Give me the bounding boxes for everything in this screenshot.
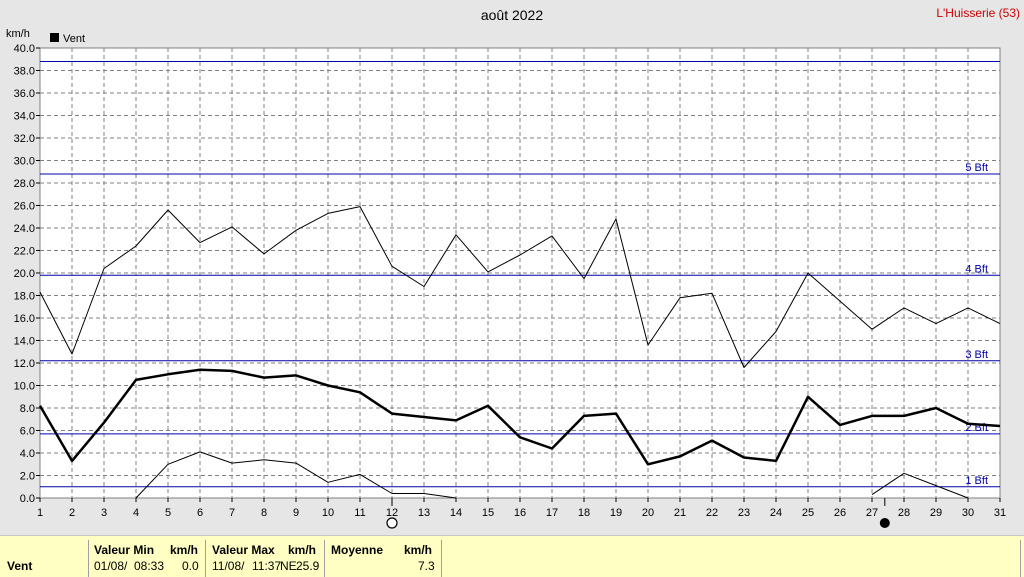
- min-unit: km/h: [170, 543, 199, 557]
- x-tick-label: 14: [450, 507, 462, 519]
- footer-separator: [1020, 540, 1021, 577]
- beaufort-label: 4 Bft: [965, 263, 988, 275]
- x-tick-label: 23: [738, 507, 750, 519]
- full-moon-icon: [386, 517, 398, 529]
- x-tick-label: 29: [930, 507, 942, 519]
- max-date: 11/08/: [212, 559, 245, 573]
- x-tick-label: 6: [197, 507, 203, 519]
- x-tick-label: 19: [610, 507, 622, 519]
- footer-separator: [88, 540, 89, 577]
- footer-separator: [205, 540, 206, 577]
- chart-title: août 2022: [481, 7, 543, 23]
- y-tick-label: 14.0: [14, 336, 35, 348]
- x-tick-label: 3: [101, 507, 107, 519]
- min-time: 08:33: [134, 559, 165, 573]
- x-tick-label: 18: [578, 507, 590, 519]
- y-tick-label: 6.0: [20, 426, 35, 438]
- station-label: L'Huisserie (53): [936, 6, 1020, 20]
- min-date: 01/08/: [94, 559, 128, 573]
- x-tick-label: 4: [133, 507, 139, 519]
- avg-unit: km/h: [404, 543, 433, 557]
- x-tick-label: 30: [962, 507, 974, 519]
- y-tick-label: 26.0: [14, 201, 35, 213]
- avg-title: Moyenne: [331, 543, 384, 557]
- series-lines: [38, 206, 1001, 499]
- beaufort-label: 5 Bft: [965, 162, 988, 174]
- max-direction: NE: [280, 559, 297, 573]
- y-tick-label: 22.0: [14, 246, 35, 258]
- y-tick-label: 40.0: [14, 43, 35, 55]
- y-tick-label: 16.0: [14, 313, 35, 325]
- legend-swatch-vent: [50, 33, 59, 42]
- x-tick-label: 20: [642, 507, 654, 519]
- x-tick-label: 22: [706, 507, 718, 519]
- y-tick-label: 24.0: [14, 223, 35, 235]
- y-tick-labels: 0.0 2.0 4.0 6.0 8.0 10.0 12.0 14.0 16.0 18.0 20.0 2…: [14, 43, 35, 505]
- beaufort-label: 1 Bft: [965, 475, 988, 487]
- x-tick-label: 1: [37, 507, 43, 519]
- beaufort-label: 3 Bft: [965, 349, 988, 361]
- footer-row-label: Vent: [7, 559, 33, 573]
- y-tick-label: 4.0: [20, 448, 35, 460]
- y-tick-label: 34.0: [14, 111, 35, 123]
- x-tick-label: 7: [229, 507, 235, 519]
- x-tick-label: 27: [866, 507, 878, 519]
- x-tick-label: 25: [802, 507, 814, 519]
- x-tick-label: 28: [898, 507, 910, 519]
- y-tick-label: 20.0: [14, 268, 35, 280]
- y-tick-label: 18.0: [14, 291, 35, 303]
- x-tick-label: 9: [293, 507, 299, 519]
- y-tick-label: 2.0: [20, 471, 35, 483]
- max-value: 25.9: [296, 559, 320, 573]
- x-tick-label: 5: [165, 507, 171, 519]
- x-tick-label: 13: [418, 507, 430, 519]
- y-tick-label: 30.0: [14, 156, 35, 168]
- moon-phases: [386, 498, 890, 529]
- x-tick-label: 12: [386, 507, 398, 519]
- x-tick-label: 24: [770, 507, 782, 519]
- min-title: Valeur Min: [94, 543, 155, 557]
- grid-lines: [36, 47, 1001, 502]
- series-max: [39, 206, 1001, 368]
- legend-label-vent: Vent: [63, 33, 85, 45]
- min-value: 0.0: [182, 559, 199, 573]
- y-tick-label: 8.0: [20, 403, 35, 415]
- footer-separator: [324, 540, 325, 577]
- stats-footer: Vent Valeur Min km/h 01/08/ 08:33 0.0 Va…: [0, 535, 1024, 577]
- footer-separator: [441, 540, 442, 577]
- avg-value: 7.3: [418, 559, 435, 573]
- x-tick-label: 21: [674, 507, 686, 519]
- new-moon-icon: [879, 518, 890, 528]
- y-tick-label: 10.0: [14, 381, 35, 393]
- x-tick-label: 2: [69, 507, 75, 519]
- x-tick-label: 31: [994, 507, 1006, 519]
- x-tick-label: 16: [514, 507, 526, 519]
- y-tick-label: 0.0: [20, 493, 35, 505]
- y-tick-label: 12.0: [14, 358, 35, 370]
- x-tick-label: 17: [546, 507, 558, 519]
- wind-chart: août 2022 L'Huisserie (53) km/h Vent 1 B…: [6, 6, 1020, 529]
- max-unit: km/h: [288, 543, 317, 557]
- x-tick-label: 15: [482, 507, 494, 519]
- y-tick-label: 28.0: [14, 178, 35, 190]
- series-min: [135, 451, 969, 499]
- series-mean: [38, 368, 1001, 466]
- y-tick-label: 32.0: [14, 133, 35, 145]
- max-title: Valeur Max: [212, 543, 275, 557]
- x-tick-label: 10: [322, 507, 334, 519]
- max-time: 11:37: [252, 559, 282, 573]
- x-tick-labels: 1 2 3 4 5 6 7 8 9 10 11 12 13 14 15 16 17 18 19 20 21 22 23 24 2…: [37, 507, 1006, 519]
- x-tick-label: 26: [834, 507, 846, 519]
- y-axis-unit: km/h: [6, 28, 30, 40]
- y-tick-label: 36.0: [14, 88, 35, 100]
- y-tick-label: 38.0: [14, 66, 35, 78]
- x-tick-label: 8: [261, 507, 267, 519]
- x-tick-label: 11: [354, 507, 365, 519]
